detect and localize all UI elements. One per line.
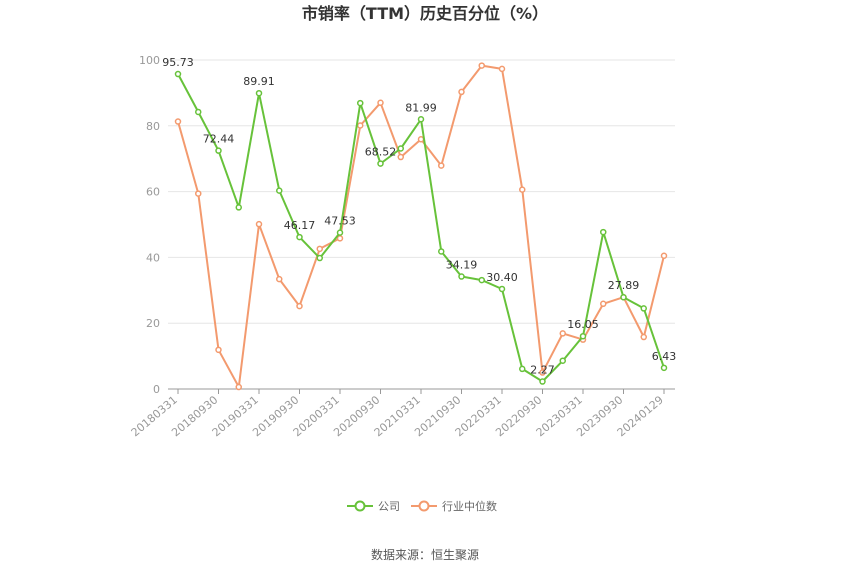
legend-label-company: 公司 — [378, 500, 400, 513]
data-point-industry-median[interactable] — [235, 383, 242, 391]
data-point-company[interactable] — [296, 233, 303, 241]
data-point-industry-median[interactable] — [195, 190, 202, 197]
data-label: 46.17 — [284, 219, 316, 232]
legend-marker-company — [354, 500, 366, 512]
data-label: 72.44 — [203, 133, 235, 146]
data-point-industry-median[interactable] — [640, 333, 647, 341]
legend[interactable]: 公司 行业中位数 — [347, 499, 497, 513]
data-point-company[interactable] — [579, 332, 587, 340]
data-point-company[interactable] — [559, 357, 566, 364]
data-point-industry-median[interactable] — [417, 136, 425, 143]
data-point-industry-median[interactable] — [498, 65, 506, 73]
data-label: 95.73 — [162, 56, 194, 69]
legend-item-company[interactable]: 公司 — [347, 500, 400, 513]
data-point-industry-median[interactable] — [336, 235, 344, 242]
legend-marker-industry — [418, 500, 430, 512]
data-labels: 95.73 72.44 89.91 46.17 47.53 68.52 81.99 34.19… — [162, 56, 676, 376]
legend-label-industry: 行业中位数 — [442, 499, 497, 513]
data-point-industry-median[interactable] — [519, 186, 526, 193]
grid-lines — [168, 59, 675, 324]
data-point-company[interactable] — [498, 285, 506, 293]
data-point-company[interactable] — [357, 99, 364, 107]
data-point-industry-median[interactable] — [559, 330, 566, 337]
data-label: 2.27 — [530, 364, 555, 377]
y-axis: 0 20 40 60 80 100 — [139, 54, 160, 396]
data-label: 68.52 — [365, 146, 397, 159]
data-point-company[interactable] — [660, 364, 668, 372]
data-point-company[interactable] — [174, 70, 182, 78]
x-axis: 2018033120180930201903312019093020200331… — [129, 388, 675, 439]
data-point-company[interactable] — [336, 229, 344, 236]
data-point-company[interactable] — [316, 254, 323, 262]
series-layer — [174, 62, 668, 391]
data-point-company[interactable] — [417, 116, 425, 123]
data-point-industry-median[interactable] — [276, 275, 283, 283]
data-label: 6.43 — [652, 350, 677, 363]
data-point-industry-median[interactable] — [458, 88, 465, 96]
y-tick-label: 80 — [146, 120, 160, 133]
data-point-industry-median[interactable] — [215, 346, 222, 354]
data-point-company[interactable] — [397, 145, 404, 152]
data-point-industry-median[interactable] — [357, 122, 364, 129]
data-point-industry-median[interactable] — [255, 220, 263, 228]
legend-item-industry[interactable]: 行业中位数 — [411, 499, 497, 513]
data-point-industry-median[interactable] — [296, 302, 303, 310]
source-note: 数据来源：恒生聚源 — [371, 547, 479, 562]
data-point-company[interactable] — [458, 273, 465, 280]
data-point-company[interactable] — [519, 365, 526, 373]
data-point-industry-median[interactable] — [438, 162, 445, 169]
data-point-company[interactable] — [539, 378, 546, 385]
data-point-company[interactable] — [640, 305, 647, 312]
data-point-industry-median[interactable] — [377, 99, 384, 107]
data-point-company[interactable] — [620, 293, 627, 301]
y-tick-label: 0 — [153, 383, 160, 396]
data-point-industry-median[interactable] — [539, 369, 546, 376]
data-point-company[interactable] — [600, 228, 607, 236]
data-point-company[interactable] — [438, 248, 445, 255]
y-tick-label: 100 — [139, 54, 160, 67]
data-point-company[interactable] — [377, 160, 384, 167]
data-point-industry-median[interactable] — [600, 300, 607, 308]
chart-title: 市销率（TTM）历史百分位（%） — [302, 4, 548, 23]
data-label: 34.19 — [446, 259, 478, 272]
data-point-company[interactable] — [255, 89, 263, 97]
data-point-company[interactable] — [276, 187, 283, 194]
data-point-industry-median[interactable] — [478, 62, 485, 69]
data-point-company[interactable] — [195, 108, 202, 116]
data-label: 89.91 — [243, 75, 275, 88]
data-point-industry-median[interactable] — [397, 153, 404, 161]
data-label: 81.99 — [405, 101, 437, 114]
data-point-industry-median[interactable] — [174, 118, 182, 125]
data-point-company[interactable] — [215, 147, 222, 154]
y-tick-label: 20 — [146, 317, 160, 330]
data-point-industry-median[interactable] — [316, 245, 323, 253]
y-tick-label: 40 — [146, 251, 160, 264]
data-label: 16.05 — [567, 318, 599, 331]
y-tick-label: 60 — [146, 186, 160, 199]
data-label: 47.53 — [324, 215, 356, 228]
data-label: 30.40 — [486, 271, 518, 284]
data-label: 27.89 — [608, 279, 640, 292]
data-point-industry-median[interactable] — [660, 252, 668, 260]
data-point-company[interactable] — [235, 204, 242, 211]
data-point-company[interactable] — [478, 276, 485, 284]
